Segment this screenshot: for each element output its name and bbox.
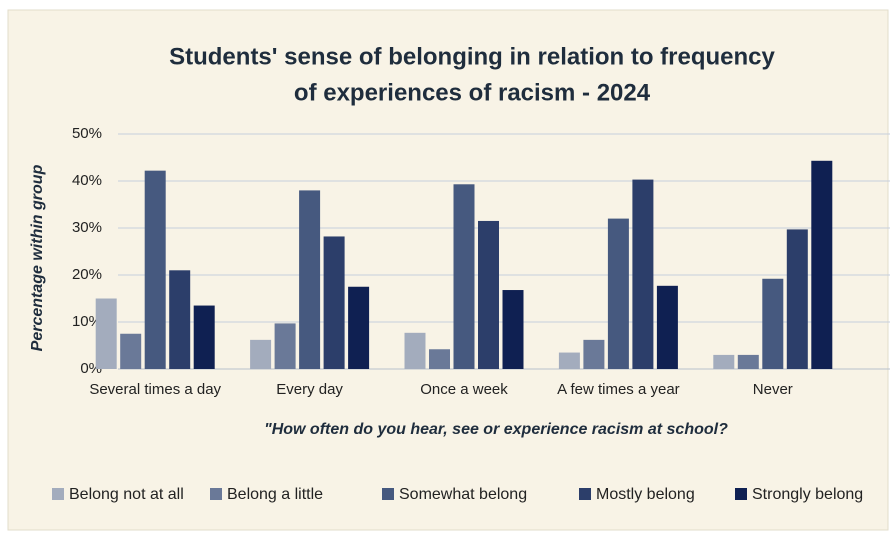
chart-title-line: Students' sense of belonging in relation… [169, 43, 775, 70]
y-tick-label: 20% [72, 266, 102, 283]
bar [429, 349, 450, 369]
bar [502, 290, 524, 369]
legend-label: Belong a little [227, 486, 323, 503]
y-axis-title: Percentage within group [29, 164, 46, 351]
bar [404, 332, 426, 369]
bar [193, 305, 215, 369]
bar [632, 179, 654, 369]
y-tick-label: 50% [72, 125, 102, 142]
bar [478, 220, 499, 369]
legend-swatch [52, 488, 64, 500]
bar [323, 236, 345, 369]
y-tick-label: 40% [72, 172, 102, 189]
x-tick-label: Once a week [420, 381, 508, 398]
x-tick-label: Every day [276, 381, 343, 398]
legend-label: Somewhat belong [399, 486, 527, 503]
bar [583, 339, 605, 369]
bar [299, 190, 321, 369]
bar [737, 354, 759, 369]
bar [558, 352, 580, 369]
x-tick-label: A few times a year [557, 381, 680, 398]
bar [656, 285, 678, 369]
x-tick-label: Several times a day [89, 381, 221, 398]
legend-swatch [579, 488, 591, 500]
bar [120, 333, 142, 369]
legend-swatch [210, 488, 222, 500]
chart-title-line: of experiences of racism - 2024 [294, 79, 651, 106]
y-tick-label: 30% [72, 219, 102, 236]
bar [348, 286, 370, 369]
x-axis-title: "How often do you hear, see or experienc… [264, 421, 728, 438]
bar [713, 354, 735, 369]
x-tick-label: Never [753, 381, 793, 398]
bar [811, 160, 833, 369]
y-tick-label: 10% [72, 313, 102, 330]
bar [607, 218, 629, 369]
legend-swatch [382, 488, 394, 500]
bar [250, 339, 272, 369]
bar [169, 270, 191, 369]
bar [144, 170, 166, 369]
legend-swatch [735, 488, 747, 500]
bar [453, 184, 475, 369]
bar [786, 229, 808, 369]
legend-label: Strongly belong [752, 486, 863, 503]
legend-label: Belong not at all [69, 486, 184, 503]
bar [95, 298, 117, 369]
bar [274, 323, 296, 369]
bar [762, 278, 784, 369]
legend-label: Mostly belong [596, 486, 695, 503]
